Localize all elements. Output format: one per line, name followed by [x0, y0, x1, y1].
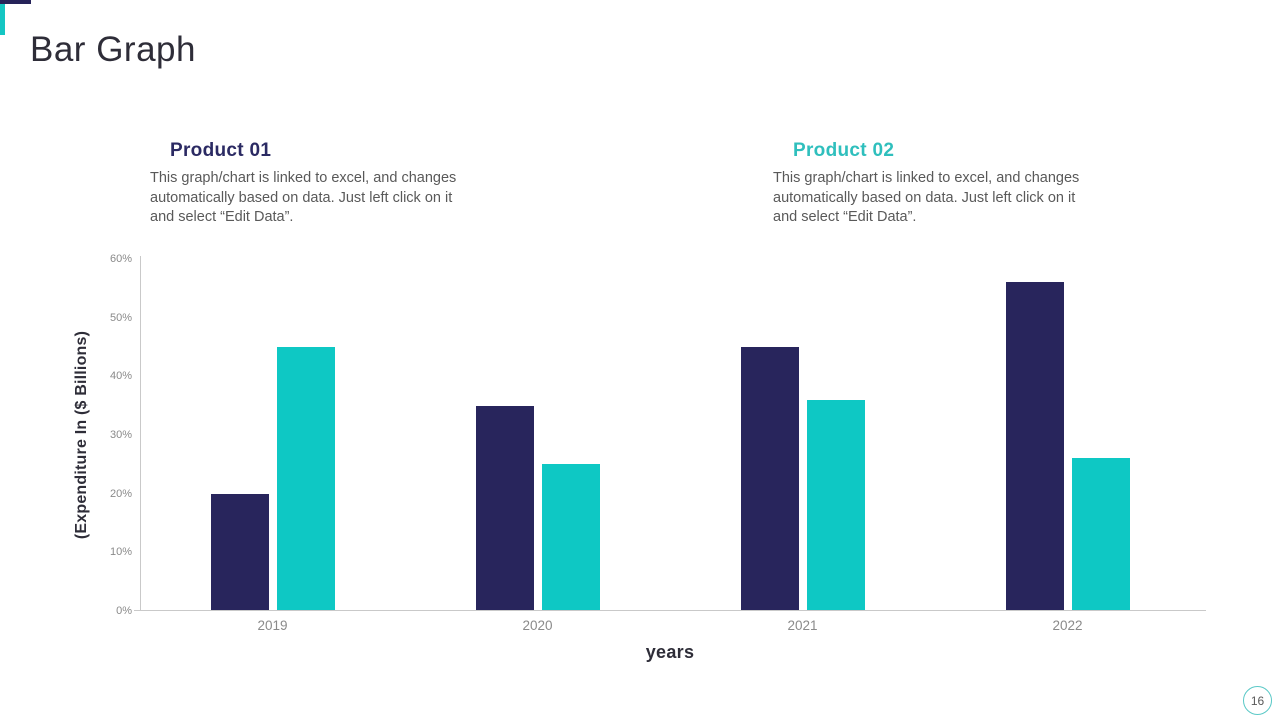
- page-number: 16: [1250, 693, 1265, 708]
- y-tick-label: 20%: [109, 487, 132, 500]
- bar-product-02-2020: [541, 464, 600, 611]
- corner-accent-teal: [0, 4, 5, 35]
- y-axis-tick-labels: 0% 10% 20% 30% 40% 50% 60%: [92, 253, 132, 617]
- product-01-desc-line-3: and select “Edit Data”.: [150, 209, 294, 225]
- page-title: Bar Graph: [30, 30, 196, 69]
- plot-area: 0% 10% 20% 30% 40% 50% 60%: [110, 253, 1206, 617]
- y-tick-label: 40%: [109, 370, 132, 383]
- x-axis-tick-labels: 2019 2020 2021 2022: [140, 618, 1200, 633]
- bar-product-01-2021: [740, 347, 799, 611]
- product-02-heading: Product 02: [793, 140, 895, 161]
- y-tick-label: 30%: [109, 429, 132, 441]
- y-tick-label: 10%: [109, 546, 132, 559]
- y-axis-line: [140, 256, 141, 611]
- y-axis-title: (Expenditure In ($ Billions): [73, 330, 90, 540]
- product-02-description: This graph/chart is linked to excel, and…: [773, 169, 1125, 228]
- x-axis-title: years: [645, 642, 695, 662]
- product-01-heading: Product 01: [170, 140, 272, 161]
- page-number-badge: 16: [1243, 686, 1272, 715]
- bar-group-2022: [935, 259, 1200, 611]
- y-tick-label: 60%: [109, 253, 132, 265]
- x-tick-label-2020: 2020: [522, 618, 553, 633]
- product-01-description: This graph/chart is linked to excel, and…: [150, 169, 502, 228]
- x-axis-line: [134, 610, 1206, 611]
- product-01-desc-line-1: This graph/chart is linked to excel, and…: [150, 170, 457, 186]
- x-tick-label-2019: 2019: [257, 618, 288, 633]
- bar-group-2020: [405, 259, 670, 611]
- product-02-desc-line-2: automatically based on data. Just left c…: [773, 189, 1076, 206]
- bar-group-2021: [670, 259, 935, 611]
- product-01-desc-line-2: automatically based on data. Just left c…: [150, 189, 453, 206]
- corner-accent-navy: [0, 0, 31, 4]
- bar-product-01-2020: [475, 405, 534, 611]
- product-02-block: Product 02 This graph/chart is linked to…: [773, 140, 1125, 228]
- bar-product-01-2022: [1005, 282, 1064, 611]
- bar-product-01-2019: [210, 493, 269, 611]
- bar-groups: [140, 259, 1200, 611]
- bar-product-02-2019: [276, 347, 335, 611]
- product-02-desc-line-3: and select “Edit Data”.: [773, 209, 917, 225]
- y-tick-label: 50%: [109, 311, 132, 324]
- bar-product-02-2022: [1071, 458, 1130, 611]
- product-01-block: Product 01 This graph/chart is linked to…: [150, 140, 502, 228]
- x-tick-label-2022: 2022: [1052, 618, 1083, 633]
- bar-group-2019: [140, 259, 405, 611]
- bar-product-02-2021: [806, 399, 865, 611]
- y-tick-label: 0%: [116, 605, 132, 617]
- product-02-desc-line-1: This graph/chart is linked to excel, and…: [773, 170, 1080, 186]
- x-tick-label-2021: 2021: [787, 618, 818, 633]
